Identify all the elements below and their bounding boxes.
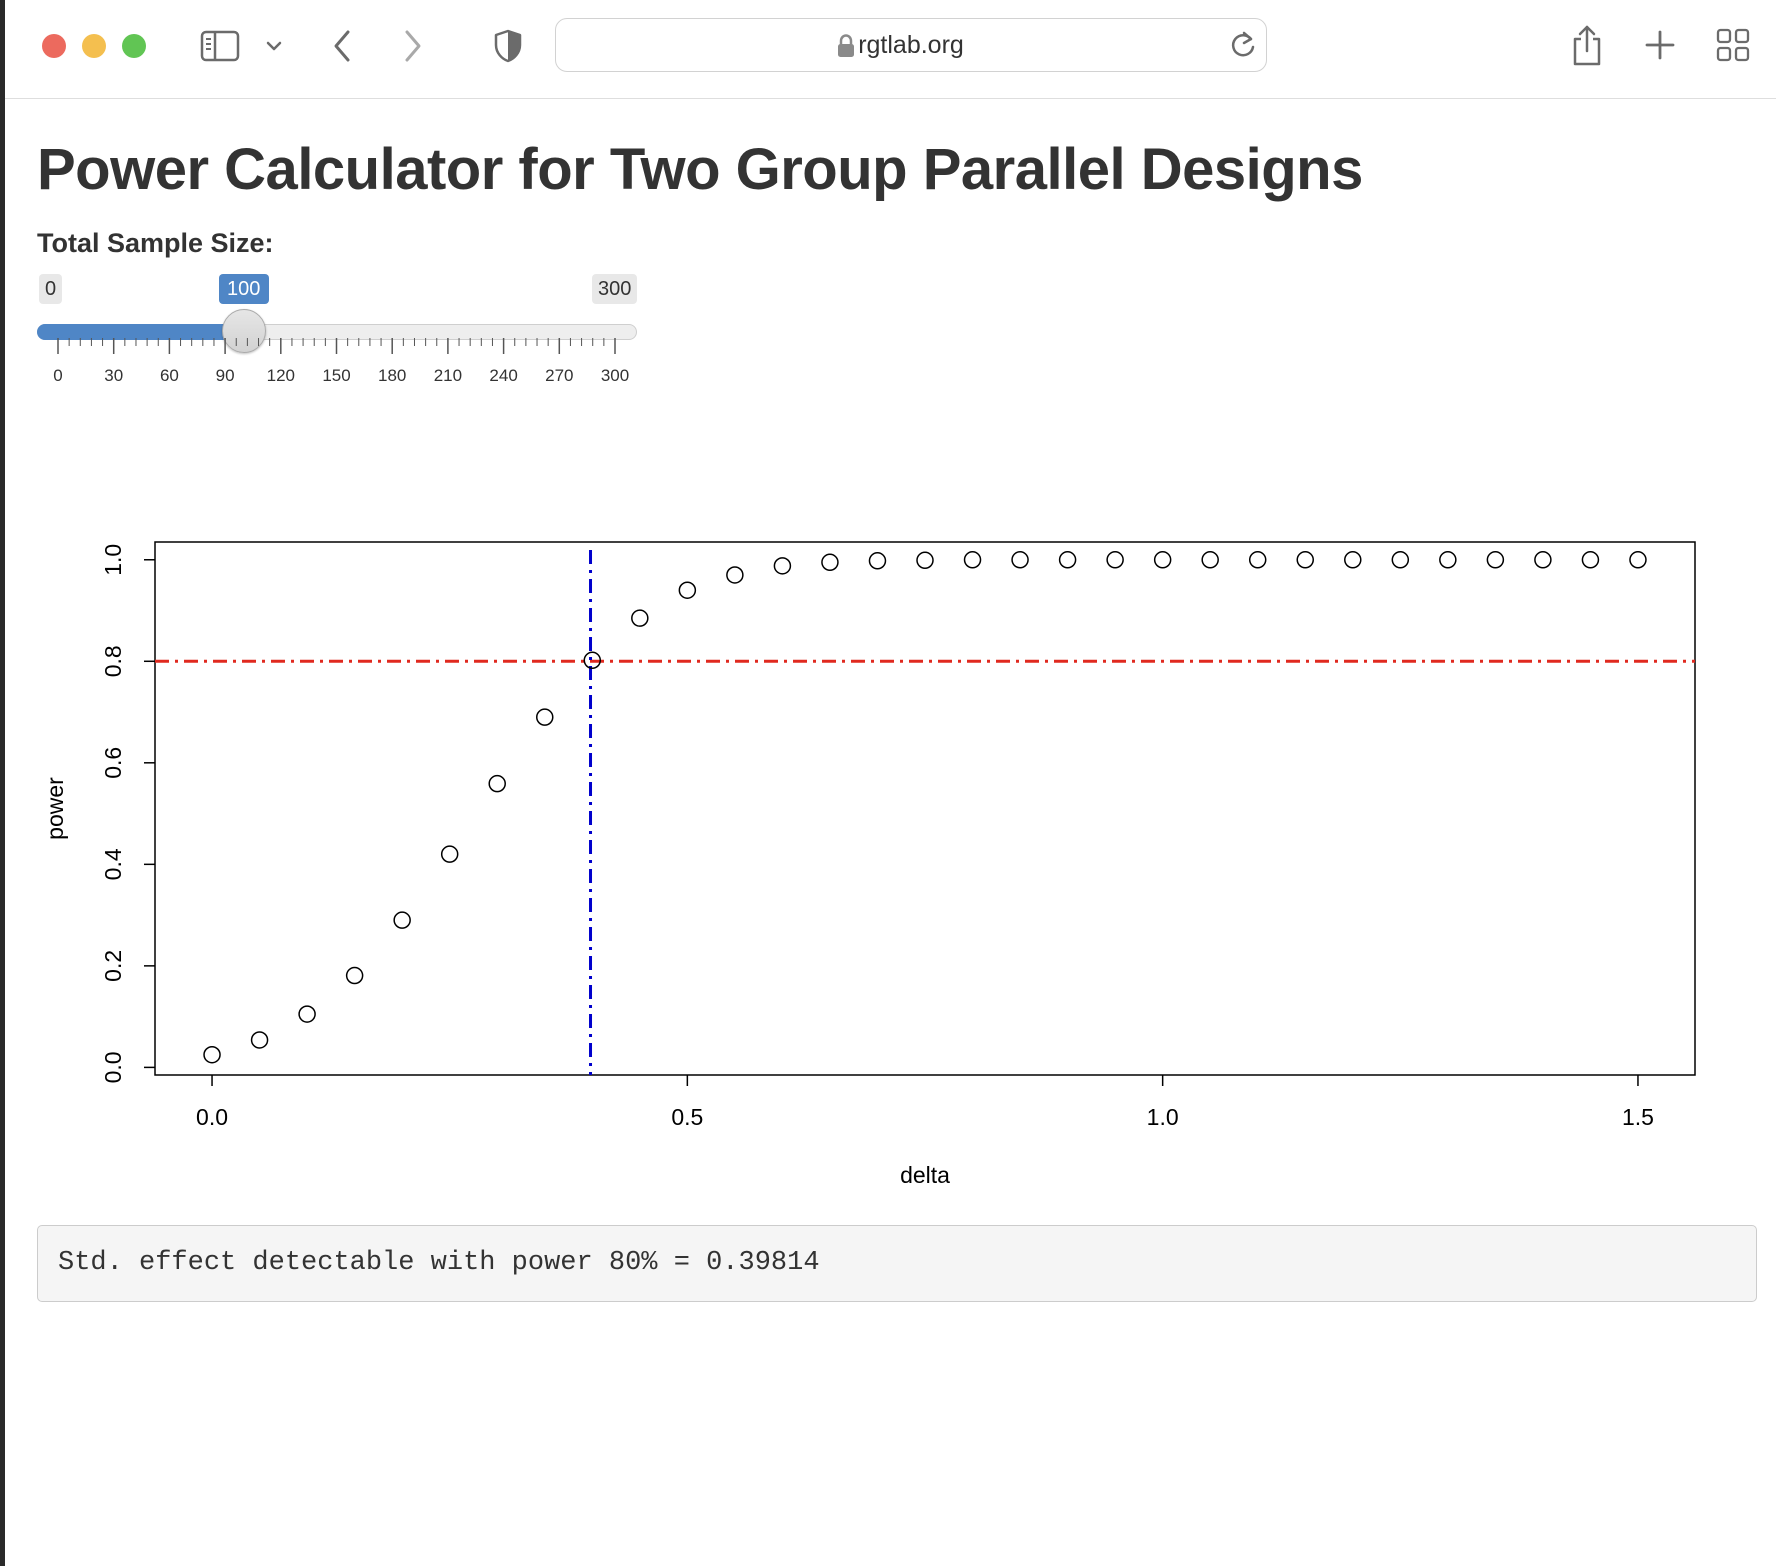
sidebar-toggle-button[interactable] — [199, 26, 241, 66]
slider-step-label: 300 — [601, 366, 629, 385]
slider-step-label: 30 — [104, 366, 123, 385]
data-point — [1106, 551, 1124, 569]
share-button[interactable] — [1569, 22, 1605, 68]
chevron-down-icon — [266, 41, 282, 51]
sidebar-icon — [200, 30, 240, 62]
data-point — [298, 1005, 316, 1023]
slider-step-label: 0 — [53, 366, 62, 385]
shield-icon — [494, 29, 522, 63]
slider-step-label: 120 — [267, 366, 295, 385]
x-axis-label: delta — [900, 1162, 950, 1188]
slider-step-label: 90 — [216, 366, 235, 385]
data-point — [1391, 551, 1410, 569]
data-point — [345, 966, 364, 985]
data-point — [1344, 551, 1362, 569]
x-tick-label: 0.5 — [671, 1104, 703, 1130]
y-tick-label: 0.0 — [100, 1051, 126, 1083]
slider-step-label: 210 — [434, 366, 462, 385]
data-point — [393, 911, 411, 929]
data-point — [1248, 551, 1267, 569]
slider-grid: 0 30 60 90 120 150 180 210 240 270 300 — [53, 338, 629, 385]
power-chart: 0.0 0.5 1.0 1.5 0.0 0.2 0.4 0.6 0.8 1.0 delta power — [42, 541, 1696, 1188]
share-icon — [1573, 25, 1601, 66]
chevron-right-icon — [405, 30, 421, 62]
grid-icon — [1716, 28, 1750, 62]
slider-fill — [37, 324, 244, 340]
chevron-left-icon — [334, 30, 350, 62]
result-text: Std. effect detectable with power 80% = … — [58, 1248, 820, 1278]
back-button[interactable] — [328, 26, 356, 66]
data-point — [1534, 551, 1552, 569]
data-point — [631, 609, 649, 627]
data-point — [678, 581, 697, 599]
new-tab-button[interactable] — [1643, 28, 1677, 62]
data-point — [1058, 551, 1077, 569]
data-point — [488, 774, 506, 793]
privacy-shield-button[interactable] — [491, 26, 525, 66]
data-point — [1296, 551, 1314, 569]
slider-min-label: 0 — [39, 274, 63, 304]
address-bar[interactable]: rgtlab.org — [555, 18, 1267, 72]
data-point — [583, 651, 602, 670]
slider-step-label: 240 — [489, 366, 517, 385]
page-title: Power Calculator for Two Group Parallel … — [37, 137, 1363, 202]
data-point — [1011, 551, 1029, 569]
reload-icon — [1231, 31, 1255, 57]
y-tick-label: 0.2 — [100, 950, 126, 982]
y-tick-label: 0.4 — [100, 848, 126, 880]
slider-step-label: 270 — [545, 366, 573, 385]
y-tick-label: 0.6 — [100, 747, 126, 779]
x-tick-label: 0.0 — [196, 1104, 228, 1130]
x-tick-label: 1.5 — [1622, 1104, 1654, 1130]
tab-overview-button[interactable] — [1715, 28, 1751, 62]
data-point — [916, 551, 934, 570]
data-point — [821, 553, 839, 572]
result-output: Std. effect detectable with power 80% = … — [37, 1225, 1757, 1302]
plot-frame — [154, 541, 1696, 1076]
data-point — [536, 708, 554, 726]
reload-button[interactable] — [1229, 30, 1257, 65]
data-point — [1581, 551, 1600, 569]
slider-step-label: 150 — [322, 366, 350, 385]
browser-toolbar: rgtlab.org — [5, 0, 1776, 99]
data-point — [773, 557, 792, 575]
data-point — [1439, 551, 1457, 569]
close-window-button[interactable] — [42, 34, 66, 58]
minimize-window-button[interactable] — [82, 34, 106, 58]
tab-group-menu-button[interactable] — [263, 34, 285, 58]
data-point — [963, 551, 982, 569]
data-point — [203, 1045, 221, 1064]
data-point — [1153, 551, 1172, 569]
lock-icon — [837, 34, 855, 63]
slider-max-label: 300 — [592, 274, 638, 304]
data-point — [1201, 551, 1219, 569]
zoom-window-button[interactable] — [122, 34, 146, 58]
x-tick-label: 1.0 — [1147, 1104, 1179, 1130]
y-axis-label: power — [42, 777, 68, 840]
y-tick-label: 1.0 — [100, 544, 126, 576]
data-point — [868, 552, 887, 570]
data-point — [250, 1031, 269, 1049]
data-point — [1629, 551, 1647, 569]
plus-icon — [1645, 30, 1675, 60]
slider-value-label: 100 — [218, 274, 269, 304]
forward-button[interactable] — [399, 26, 427, 66]
address-url: rgtlab.org — [858, 31, 964, 59]
data-point — [440, 845, 459, 863]
slider-step-label: 60 — [160, 366, 179, 385]
slider-step-label: 180 — [378, 366, 406, 385]
y-tick-label: 0.8 — [100, 645, 126, 677]
data-point — [726, 566, 744, 584]
data-point — [1486, 551, 1505, 569]
slider-label: Total Sample Size: — [37, 228, 274, 258]
